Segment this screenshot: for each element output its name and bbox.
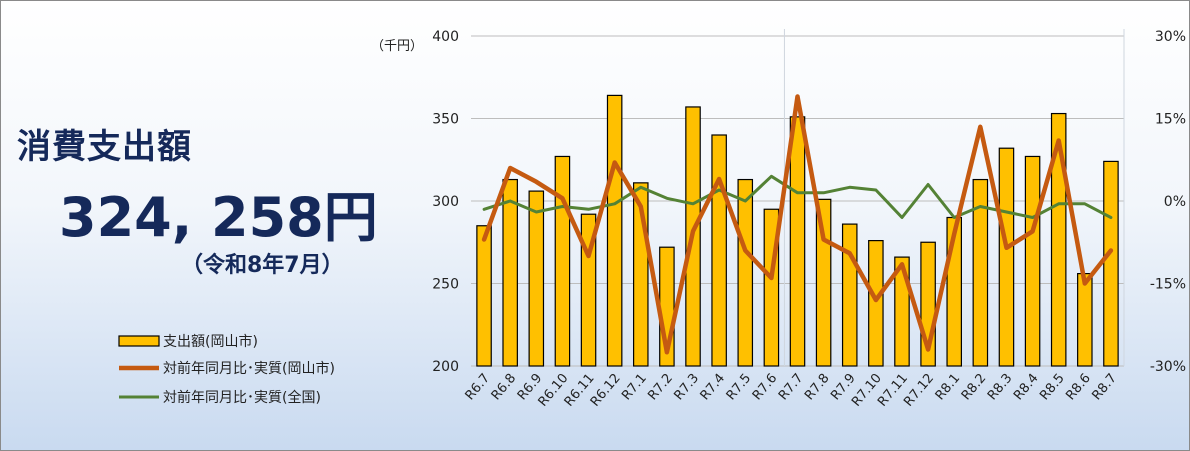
- x-tick-label: R7.1: [619, 371, 650, 403]
- bar: [737, 178, 754, 367]
- x-tick-label: R7.7: [776, 371, 807, 403]
- bar: [841, 223, 858, 367]
- y-tick-label: 300: [432, 194, 459, 210]
- x-tick-label: R8.2: [959, 371, 990, 403]
- y-tick-label: 200: [432, 359, 459, 375]
- summary-title: 消費支出額: [17, 127, 192, 167]
- bar: [1077, 273, 1093, 367]
- y2-tick-label: -15%: [1150, 277, 1186, 293]
- x-tick-label: R8.5: [1037, 371, 1068, 403]
- x-tick-label: R8.1: [933, 371, 964, 403]
- bar: [972, 178, 989, 367]
- y-tick-label: 250: [432, 277, 459, 293]
- legend-label: 対前年同月比･実質(全国): [163, 389, 321, 406]
- legend-label: 対前年同月比･実質(岡山市): [163, 360, 335, 377]
- x-tick-label: R7.5: [724, 371, 755, 403]
- bar: [502, 178, 518, 367]
- y2-tick-label: 15%: [1155, 112, 1186, 128]
- bar: [711, 134, 727, 367]
- x-tick-label: R8.6: [1063, 371, 1094, 403]
- y-tick-label: 350: [432, 112, 459, 128]
- bar: [554, 155, 571, 367]
- x-tick-label: R7.4: [698, 371, 729, 403]
- national-line: [482, 174, 1113, 219]
- bar: [1024, 155, 1041, 367]
- bar: [1050, 112, 1067, 367]
- y2-tick-label: -30%: [1150, 359, 1186, 375]
- x-tick-label: R8.3: [985, 371, 1016, 403]
- summary-period: （令和8年7月）: [181, 253, 344, 278]
- x-tick-label: R8.4: [1011, 371, 1042, 403]
- x-tick-label: R6.12: [588, 371, 624, 410]
- okayama-line: [481, 94, 1114, 355]
- y2-tick-label: 0%: [1164, 194, 1186, 210]
- bar: [528, 190, 545, 367]
- x-tick-label: R6.8: [489, 371, 520, 403]
- bar: [894, 256, 910, 367]
- y-unit-label: （千円）: [371, 39, 423, 54]
- x-tick-label: R6.7: [463, 371, 494, 403]
- x-tick-label: R7.8: [802, 371, 833, 403]
- bar: [606, 94, 623, 367]
- summary-amount: 324, 258円: [59, 186, 378, 249]
- bar: [476, 225, 492, 367]
- y-tick-label: 400: [432, 29, 459, 45]
- legend-label: 支出額(岡山市): [163, 333, 258, 350]
- x-tick-label: R7.2: [645, 371, 676, 403]
- y2-tick-label: 30%: [1155, 29, 1186, 45]
- bar: [1103, 160, 1119, 367]
- x-tick-label: R8.7: [1089, 371, 1120, 403]
- legend-swatch-bar: [118, 335, 160, 347]
- bar: [789, 116, 806, 367]
- x-tick-label: R7.6: [750, 371, 781, 403]
- bar: [868, 240, 884, 367]
- x-tick-label: R7.12: [901, 371, 937, 410]
- bar: [998, 147, 1015, 367]
- x-tick-label: R7.3: [671, 371, 702, 403]
